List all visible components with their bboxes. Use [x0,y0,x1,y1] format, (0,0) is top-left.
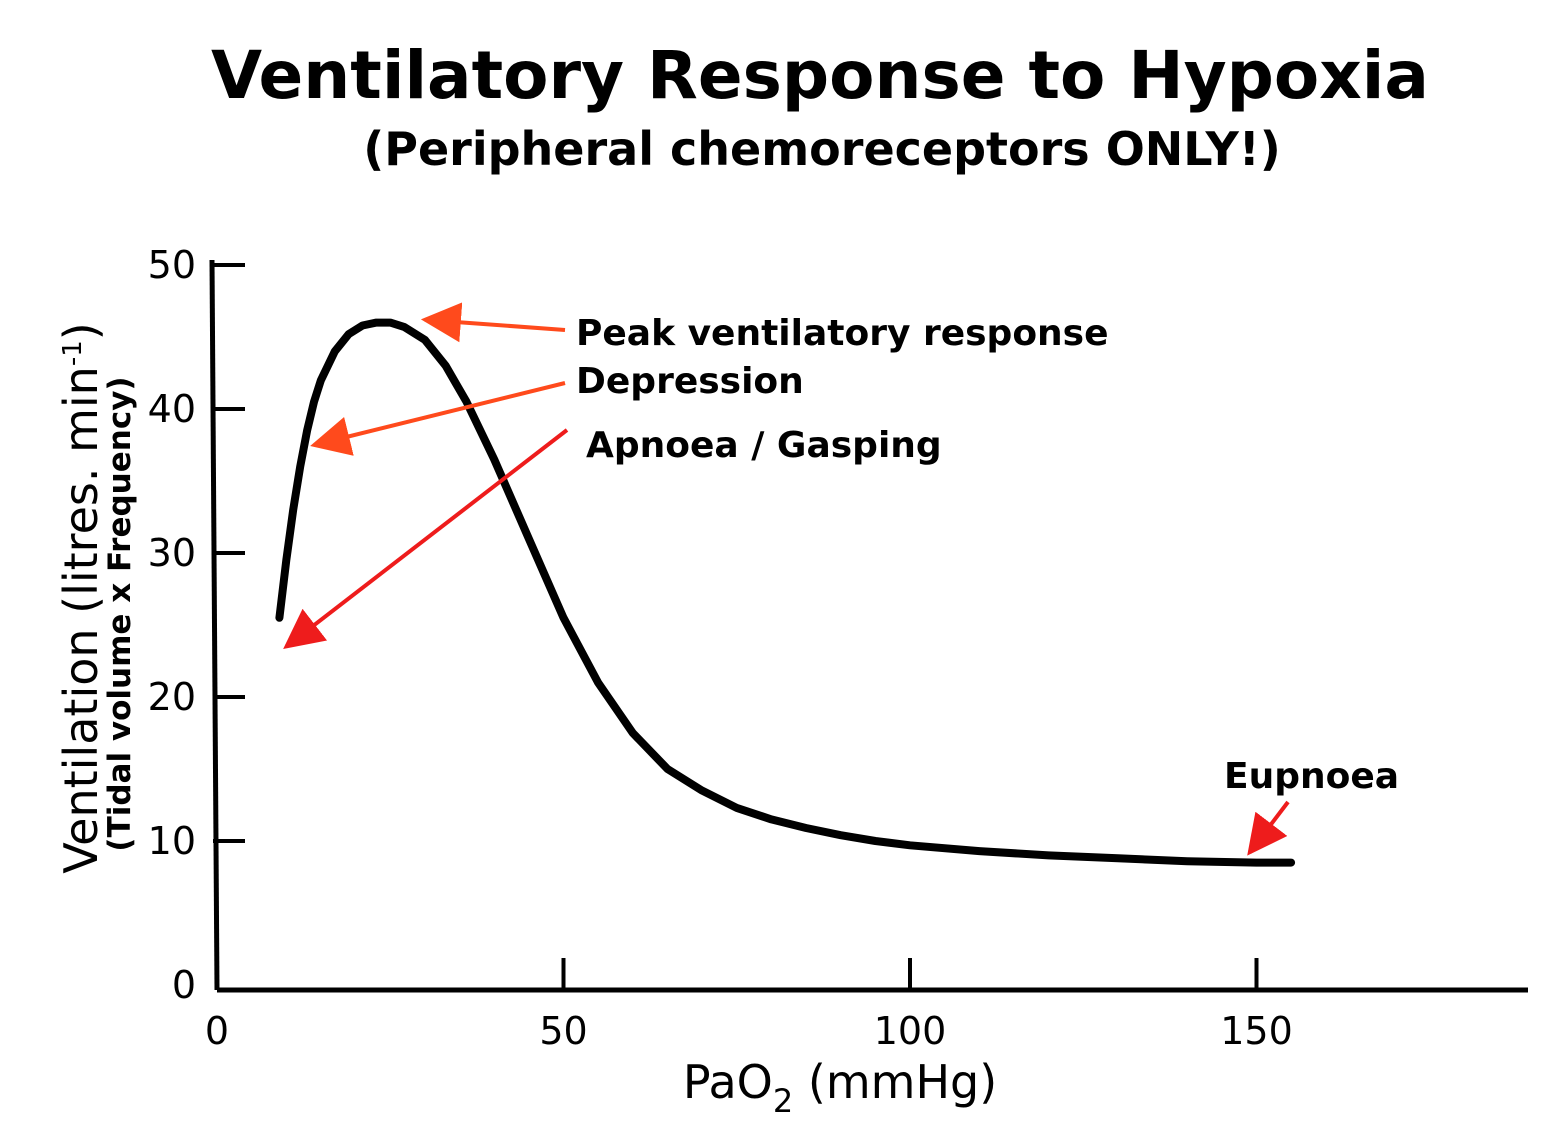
y-tick-label: 50 [148,243,196,287]
chart-subtitle: (Peripheral chemoreceptors ONLY!) [363,122,1281,176]
annotation-eupnoea: Eupnoea [1224,756,1399,856]
y-axis-sublabel: (Tidal volume x Frequency) [102,376,138,851]
series-line-ventilation [275,318,1296,867]
y-tick-label: 10 [148,819,196,863]
x-axis-label-unit: (mmHg) [793,1055,997,1109]
x-tick-label: 0 [205,1009,229,1053]
y-axis-line [209,259,220,991]
annotation-label-eupnoea: Eupnoea [1224,756,1399,797]
x-axis-label-sub: 2 [773,1082,793,1120]
x-tick-label: 100 [874,1009,947,1053]
annotation-arrow-peak [420,302,566,343]
annotation-apnoea: Apnoea / Gasping [283,425,942,650]
axis-ticks: 0 10 20 30 40 50 0 50 100 150 [148,243,1293,1053]
x-tick-label: 150 [1220,1009,1293,1053]
annotation-label-peak: Peak ventilatory response [576,313,1109,354]
y-tick-label: 40 [148,387,196,431]
annotation-depression: Depression [310,361,804,456]
y-axis-label-sup: -1 [58,340,88,366]
annotation-label-depression: Depression [576,361,804,402]
annotation-arrow-depression [310,381,566,456]
y-tick-label: 0 [172,963,196,1007]
annotation-peak: Peak ventilatory response [420,302,1109,354]
x-axis-label: PaO2 (mmHg) [683,1055,997,1120]
chart-title: Ventilatory Response to Hypoxia [211,37,1429,114]
x-axis-label-main: PaO [683,1055,773,1109]
annotation-arrow-eupnoea [1247,800,1290,856]
y-tick-label: 20 [148,675,196,719]
y-tick-label: 30 [148,531,196,575]
x-tick-label: 50 [539,1009,587,1053]
y-axis-label-close: ) [54,322,108,340]
y-axis-label-main: Ventilation (litres. min [54,366,108,874]
annotation-arrow-apnoea [283,428,569,650]
y-axis-label: Ventilation (litres. min-1) [54,322,108,873]
annotation-label-apnoea: Apnoea / Gasping [586,425,942,466]
